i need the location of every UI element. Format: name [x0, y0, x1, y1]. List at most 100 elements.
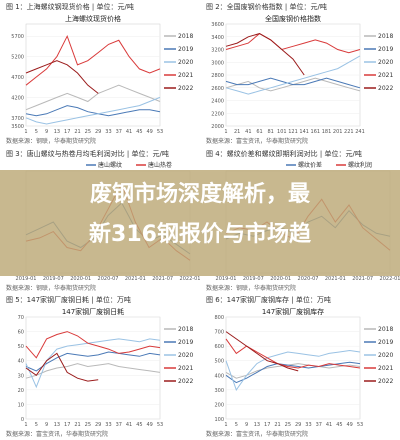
- legend-label: 2019: [178, 339, 193, 346]
- legend-label: 2020: [178, 352, 193, 359]
- y-tick-label: 200: [214, 402, 224, 408]
- chart-svg: 上海螺纹现货价格 3500 3700 4200 4700 5200 5700 1 5 9 13 17 2…: [11, 14, 193, 135]
- series-line-2020: [25, 338, 161, 389]
- x-tick-label: 37: [316, 422, 322, 428]
- y-tick-label: 2000: [211, 124, 224, 130]
- figure-label: 图 4：螺纹价差和螺纹即期利润对比 | 单位：元/吨: [206, 150, 362, 158]
- legend-label: 2018: [178, 33, 193, 40]
- x-tick-label: 37: [116, 129, 122, 135]
- x-tick-label: 49: [347, 422, 353, 428]
- y-tick-label: 700: [214, 330, 224, 336]
- figure-label: 图 6：147家钢厂废钢库存 | 单位：万吨: [206, 296, 331, 304]
- x-tick-label: 33: [105, 129, 111, 135]
- overlay-title-line-2: 新316钢报价与市场趋: [89, 222, 311, 247]
- x-tick-label: 9: [45, 129, 48, 135]
- x-tick-label: 2022-01: [180, 276, 200, 282]
- legend-label: 螺纹利润: [348, 161, 372, 169]
- x-tick-label: 2019-07: [243, 276, 264, 282]
- x-tick-label: 41: [126, 129, 132, 135]
- x-tick-label: 201: [333, 129, 343, 135]
- series-line-2020: [25, 96, 161, 125]
- x-tick-label: 17: [64, 129, 70, 135]
- legend-label: 螺纹价差: [298, 161, 322, 169]
- series-line-2022: [25, 60, 99, 94]
- x-tick-label: 161: [311, 129, 321, 135]
- y-tick-label: 3500: [11, 124, 24, 130]
- plot-area: [25, 316, 161, 420]
- x-tick-label: 1: [24, 422, 27, 428]
- series-line-2021: [25, 331, 161, 359]
- x-tick-label: 53: [157, 422, 163, 428]
- chart-title: 上海螺纹现货价格: [65, 14, 121, 23]
- series-line-2019: [25, 105, 161, 117]
- y-tick-label: 3600: [211, 22, 224, 28]
- x-tick-label: 2020-01: [270, 276, 291, 282]
- y-tick-label: 3200: [211, 48, 224, 54]
- y-tick-label: 5200: [11, 55, 24, 61]
- figure-label: 图 1：上海螺纹钢现货价格 | 单位：元/吨: [6, 3, 134, 11]
- x-tick-label: 9: [45, 422, 48, 428]
- y-tick-label: 70: [18, 315, 24, 321]
- y-tick-label: 3000: [211, 60, 224, 66]
- x-tick-label: 37: [116, 422, 122, 428]
- x-tick-label: 181: [322, 129, 332, 135]
- chart-svg: 147家钢厂废钢日耗 0 10 20 30 40 50 60 70 1 5 9 13 17 21 25 29 33…: [18, 307, 194, 428]
- figure-label: 图 3：唐山螺纹与热卷月均毛利润对比 | 单位：元/吨: [6, 150, 169, 158]
- x-tick-label: 21: [74, 422, 80, 428]
- chart-svg: 147家钢厂废钢库存 100 200 300 400 500 600 700 800 1 5 9 13 1…: [214, 307, 393, 428]
- y-tick-label: 800: [214, 315, 224, 321]
- series-line-2019: [225, 361, 361, 384]
- series-line-2018: [225, 363, 361, 379]
- x-tick-label: 5: [35, 422, 38, 428]
- legend-label: 2021: [378, 365, 393, 372]
- x-tick-label: 2022-01: [380, 276, 400, 282]
- y-tick-label: 100: [214, 417, 224, 423]
- x-tick-label: 141: [299, 129, 309, 135]
- x-tick-label: 2021-07: [352, 276, 373, 282]
- y-tick-label: 4700: [11, 75, 24, 81]
- source-note: 数据来源：钢联，华泰期货研究院: [6, 138, 97, 145]
- legend-label: 2018: [178, 326, 193, 333]
- y-tick-label: 10: [18, 402, 24, 408]
- x-tick-label: 61: [256, 129, 262, 135]
- legend-label: 2019: [378, 339, 393, 346]
- plot-area: [225, 316, 361, 420]
- x-tick-label: 17: [264, 422, 270, 428]
- source-note: 数据来源：富宝资讯，华泰期货研究院: [206, 138, 309, 145]
- x-tick-label: 33: [105, 422, 111, 428]
- chart-title: 147家钢厂废钢日耗: [62, 307, 124, 316]
- source-note: 数据来源：富宝资讯，华泰期货研究院: [206, 431, 309, 438]
- x-tick-label: 49: [147, 129, 153, 135]
- x-tick-label: 29: [95, 422, 101, 428]
- x-tick-label: 9: [245, 422, 248, 428]
- x-tick-label: 241: [355, 129, 365, 135]
- x-tick-label: 2020-07: [298, 276, 319, 282]
- y-tick-label: 20: [18, 388, 24, 394]
- legend-label: 2022: [378, 378, 393, 385]
- source-note: 数据来源：钢联，华泰期货研究院: [206, 285, 297, 292]
- y-tick-label: 3700: [11, 116, 24, 122]
- series-line-2022: [25, 352, 99, 382]
- y-tick-label: 50: [18, 344, 24, 350]
- x-tick-label: 41: [126, 422, 132, 428]
- x-tick-label: 45: [336, 422, 342, 428]
- y-tick-label: 400: [214, 373, 224, 379]
- series-line-2022: [225, 33, 305, 76]
- legend-label: 2020: [378, 352, 393, 359]
- x-tick-label: 25: [85, 129, 91, 135]
- legend-label: 2020: [178, 59, 193, 66]
- x-tick-label: 5: [235, 422, 238, 428]
- x-tick-label: 41: [245, 129, 251, 135]
- x-tick-label: 101: [277, 129, 287, 135]
- x-tick-label: 45: [136, 129, 142, 135]
- legend-label: 2018: [378, 326, 393, 333]
- legend-label: 2022: [178, 378, 193, 385]
- x-tick-label: 25: [85, 422, 91, 428]
- x-tick-label: 45: [136, 422, 142, 428]
- legend-label: 2022: [378, 85, 393, 92]
- y-tick-label: 600: [214, 344, 224, 350]
- x-tick-label: 1: [224, 422, 227, 428]
- legend-label: 唐山螺纹: [98, 161, 122, 169]
- x-tick-label: 121: [288, 129, 298, 135]
- y-tick-label: 2800: [211, 73, 224, 79]
